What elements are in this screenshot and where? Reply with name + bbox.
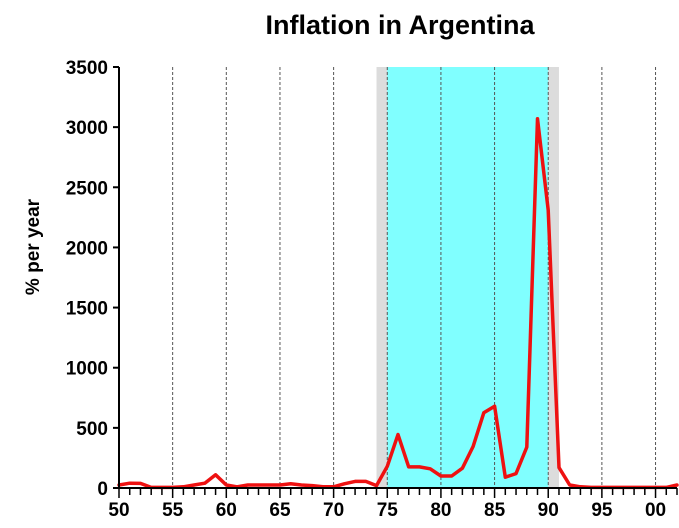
x-tick-label: 60 — [216, 500, 237, 521]
x-tick-label: 75 — [377, 500, 399, 521]
axes — [113, 66, 678, 498]
x-tick-label: 55 — [162, 500, 184, 521]
y-tick-label: 3500 — [66, 58, 108, 79]
y-tick-label: 3000 — [66, 118, 108, 139]
x-tick-label: 00 — [645, 500, 666, 521]
x-tick-label: 70 — [323, 500, 344, 521]
y-tick-labels: 0 500 1000 1500 2000 2500 3000 3500 — [66, 58, 108, 500]
y-tick-label: 1000 — [66, 359, 108, 380]
x-tick-label: 85 — [484, 500, 506, 521]
y-tick-label: 0 — [97, 479, 108, 500]
vertical-gridlines — [172, 67, 657, 488]
x-tick-labels: 50 55 60 65 70 75 80 85 90 95 00 — [108, 500, 666, 521]
x-tick-label: 65 — [269, 500, 291, 521]
x-tick-label: 50 — [108, 500, 129, 521]
y-tick-label: 2500 — [66, 178, 108, 199]
x-tick-label: 80 — [430, 500, 451, 521]
x-tick-label: 95 — [591, 500, 613, 521]
shaded-periods — [376, 67, 559, 488]
y-tick-label: 2000 — [66, 238, 108, 259]
y-tick-label: 1500 — [66, 299, 108, 320]
shaded-period-1 — [387, 67, 549, 488]
y-tick-label: 500 — [76, 419, 108, 440]
chart-title: Inflation in Argentina — [266, 10, 536, 40]
y-axis-title: % per year — [23, 198, 44, 295]
x-tick-label: 90 — [538, 500, 559, 521]
